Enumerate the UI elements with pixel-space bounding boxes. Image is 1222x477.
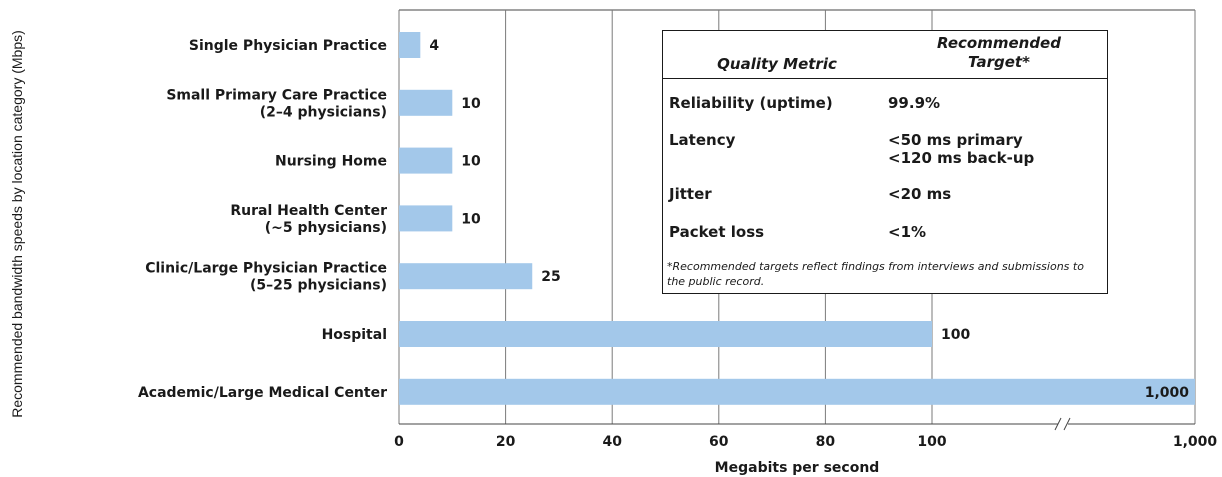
y-axis-label: Recommended bandwidth speeds by location… <box>9 30 25 418</box>
x-axis-label: Megabits per second <box>715 460 880 476</box>
x-tick-label: 1,000 <box>1173 434 1218 450</box>
bar <box>399 263 533 290</box>
bar-value-label: 4 <box>429 38 439 54</box>
bar-value-label: 100 <box>941 327 970 343</box>
axis-break-mark <box>1063 417 1071 431</box>
category-label: Academic/Large Medical Center <box>138 385 387 401</box>
bar <box>399 205 453 232</box>
quality-metric-table: Quality Metric Recommended Target* Relia… <box>662 30 1108 294</box>
category-label: Single Physician Practice <box>189 38 387 54</box>
table-row-metric: Packet loss <box>669 223 765 241</box>
x-tick-label: 60 <box>709 434 729 450</box>
bar-value-label: 1,000 <box>1145 385 1190 401</box>
bar <box>399 321 932 347</box>
bar-value-label: 10 <box>461 211 481 227</box>
category-label: Small Primary Care Practice <box>166 87 387 103</box>
category-label: (5–25 physicians) <box>250 278 387 294</box>
table-row-metric: Jitter <box>669 185 712 203</box>
table-header-rule <box>663 78 1107 79</box>
bars: 4 10 10 10 25 100 1,000 <box>399 32 1195 405</box>
bar <box>399 378 1195 405</box>
x-tick-label: 100 <box>917 434 946 450</box>
bar <box>399 147 453 174</box>
category-label: Clinic/Large Physician Practice <box>145 261 387 277</box>
category-label: (2–4 physicians) <box>260 104 387 120</box>
bar-value-label: 25 <box>541 269 560 285</box>
bar-value-label: 10 <box>461 96 481 112</box>
table-row-target: <1% <box>888 223 927 241</box>
x-tick-label: 80 <box>816 434 836 450</box>
x-tick-label: 0 <box>394 434 404 450</box>
table-footnote: *Recommended targets reflect findings fr… <box>667 260 1084 288</box>
table-row-target: <50 ms primary <120 ms back-up <box>888 131 1035 167</box>
table-row-metric: Reliability (uptime) <box>669 94 833 112</box>
x-ticks: 0 20 40 60 80 100 1,000 <box>394 434 1217 450</box>
category-labels: Single Physician Practice Small Primary C… <box>138 38 387 401</box>
axis-break-mark <box>1054 417 1062 431</box>
bar <box>399 89 453 116</box>
table-row-target: <20 ms <box>888 185 952 203</box>
table-row-metric: Latency <box>669 131 736 149</box>
category-label: Nursing Home <box>275 154 387 170</box>
table-header-metric: Quality Metric <box>717 55 837 73</box>
bar <box>399 32 421 58</box>
x-tick-label: 40 <box>602 434 622 450</box>
x-tick-label: 20 <box>496 434 516 450</box>
table-row-target: 99.9% <box>888 94 941 112</box>
category-label: Hospital <box>322 327 387 343</box>
category-label: Rural Health Center <box>230 203 387 219</box>
category-label: (~5 physicians) <box>265 220 387 236</box>
bar-value-label: 10 <box>461 154 481 170</box>
table-header-target: Recommended Target* <box>937 34 1061 71</box>
